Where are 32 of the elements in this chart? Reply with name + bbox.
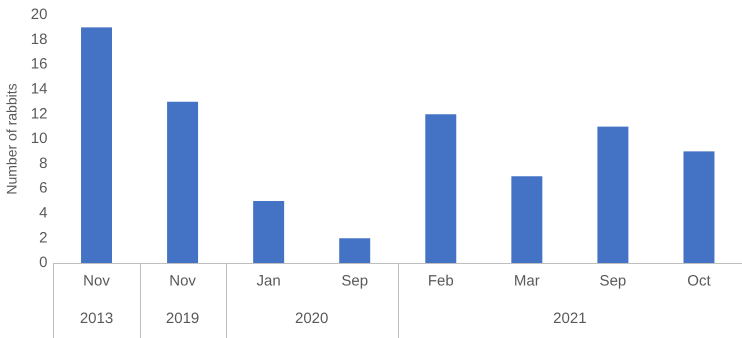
x-tick-label: Oct (687, 272, 712, 290)
bar (253, 201, 284, 263)
y-tick-label: 10 (30, 130, 48, 148)
x-tick-label: Nov (169, 272, 196, 290)
x-tick-label: Feb (428, 272, 454, 290)
y-tick-label: 4 (39, 204, 48, 222)
text: 2021 (553, 310, 587, 328)
x-tick-label: Jan (256, 272, 281, 290)
y-tick-label: 14 (30, 80, 48, 98)
text: 2013 (80, 310, 114, 328)
y-tick-label: 16 (30, 56, 48, 73)
y-tick-label: 18 (30, 30, 48, 48)
bar (167, 102, 198, 263)
y-tick-label: 12 (30, 105, 48, 122)
bar (425, 114, 456, 263)
x-tick-label: Mar (514, 272, 540, 290)
bar (683, 151, 714, 263)
bar (339, 238, 370, 263)
y-axis-title: Number of rabbits (3, 83, 20, 195)
bar (81, 27, 112, 263)
text: 2019 (166, 310, 200, 328)
y-tick-label: 20 (30, 6, 48, 24)
bar (597, 126, 628, 263)
y-tick-label: 0 (39, 254, 48, 272)
y-tick-label: 2 (39, 229, 48, 246)
text: 2020 (294, 310, 328, 328)
y-tick-label: 6 (39, 180, 48, 197)
x-tick-label: Sep (341, 272, 368, 290)
bar (511, 176, 542, 263)
x-tick-label: Nov (83, 272, 110, 290)
x-tick-label: Sep (600, 272, 626, 290)
y-tick-label: 8 (39, 154, 48, 172)
